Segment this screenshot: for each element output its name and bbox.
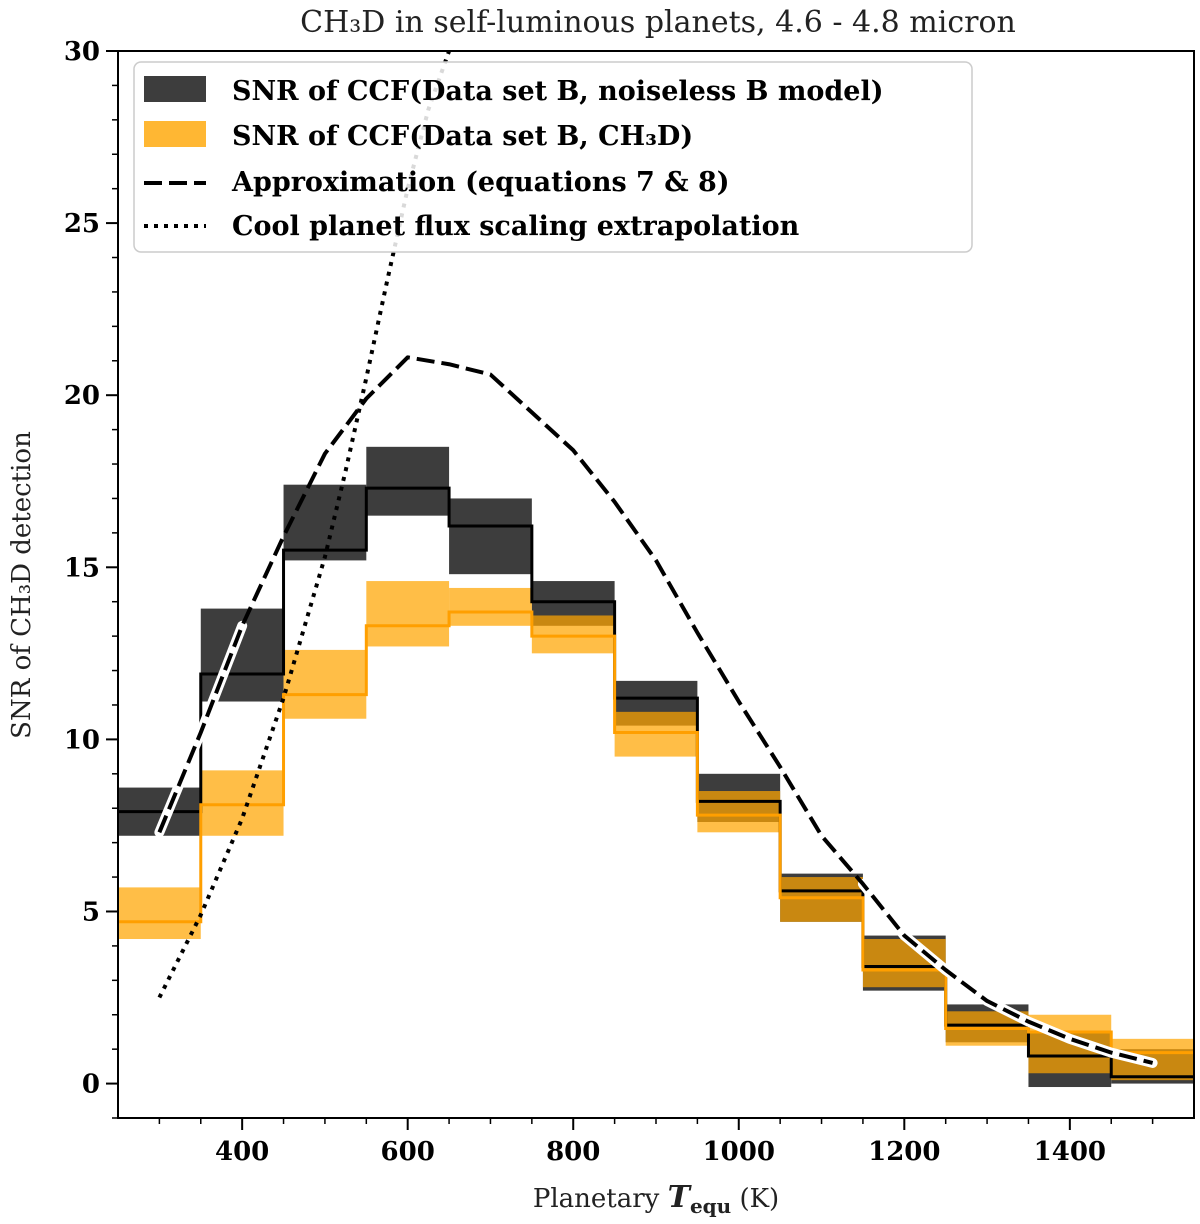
y-tick-label-10: 10 <box>64 725 100 755</box>
ch3d-band-bin-3 <box>366 581 450 647</box>
ch3d-band-bin-6 <box>614 711 698 757</box>
x-axis-label-subscript: equ <box>690 1194 731 1218</box>
legend-label-approximation: Approximation (equations 7 & 8) <box>231 167 730 198</box>
y-tick-label-25: 25 <box>64 209 100 239</box>
x-tick-label-1400: 1400 <box>1034 1137 1106 1167</box>
y-tick-label-5: 5 <box>82 897 100 927</box>
x-axis-label: Planetary Tequ (K) <box>533 1180 779 1218</box>
ch3d-step-line <box>118 610 1194 1055</box>
extrapolation-line <box>157 51 451 999</box>
x-tick-label-600: 600 <box>381 1137 435 1167</box>
legend: SNR of CCF(Data set B, noiseless B model… <box>133 61 973 253</box>
legend-frame <box>133 61 973 253</box>
x-axis-label-symbol: T <box>668 1180 693 1215</box>
ch3d-band-bin-8 <box>780 877 863 922</box>
ch3d-band-bin-5 <box>531 615 615 654</box>
x-tick-label-1000: 1000 <box>703 1137 775 1167</box>
y-axis-label: SNR of CH₃D detection <box>7 431 37 739</box>
legend-label-noiseless: SNR of CCF(Data set B, noiseless B model… <box>232 76 884 107</box>
legend-label-ch3d: SNR of CCF(Data set B, CH₃D) <box>232 121 693 152</box>
x-axis-label-prefix: Planetary <box>533 1184 668 1214</box>
y-tick-label-0: 0 <box>82 1070 100 1100</box>
x-axis: 400 600 800 1000 1200 1400 <box>158 1118 1154 1167</box>
x-tick-label-800: 800 <box>546 1137 600 1167</box>
step-layer <box>118 486 1194 1079</box>
x-axis-label-suffix: (K) <box>731 1184 779 1214</box>
noiseless-band-bin-2 <box>283 484 367 561</box>
noiseless-step-line <box>118 486 1194 1079</box>
y-tick-label-15: 15 <box>64 553 100 583</box>
legend-swatch-ch3d <box>144 121 206 147</box>
y-tick-label-20: 20 <box>64 381 100 411</box>
legend-label-extrapolation: Cool planet flux scaling extrapolation <box>232 211 800 242</box>
ch3d-band-bin-2 <box>283 649 367 719</box>
y-tick-label-30: 30 <box>64 37 100 67</box>
x-tick-label-1200: 1200 <box>868 1137 940 1167</box>
ch3d-band-bin-0 <box>118 887 201 940</box>
approximation-line <box>157 355 1154 1065</box>
noiseless-band-bin-3 <box>366 446 450 516</box>
y-axis: 0 5 10 15 20 25 30 <box>64 37 118 1119</box>
chart-title: CH₃D in self-luminous planets, 4.6 - 4.8… <box>300 5 1016 40</box>
x-tick-label-400: 400 <box>215 1137 269 1167</box>
ch3d-band-bin-7 <box>697 791 781 833</box>
ch3d-band-bin-1 <box>200 770 284 836</box>
ch3d-band-bin-4 <box>449 587 532 626</box>
legend-swatch-noiseless <box>144 76 206 102</box>
noiseless-band-bin-4 <box>449 498 532 575</box>
